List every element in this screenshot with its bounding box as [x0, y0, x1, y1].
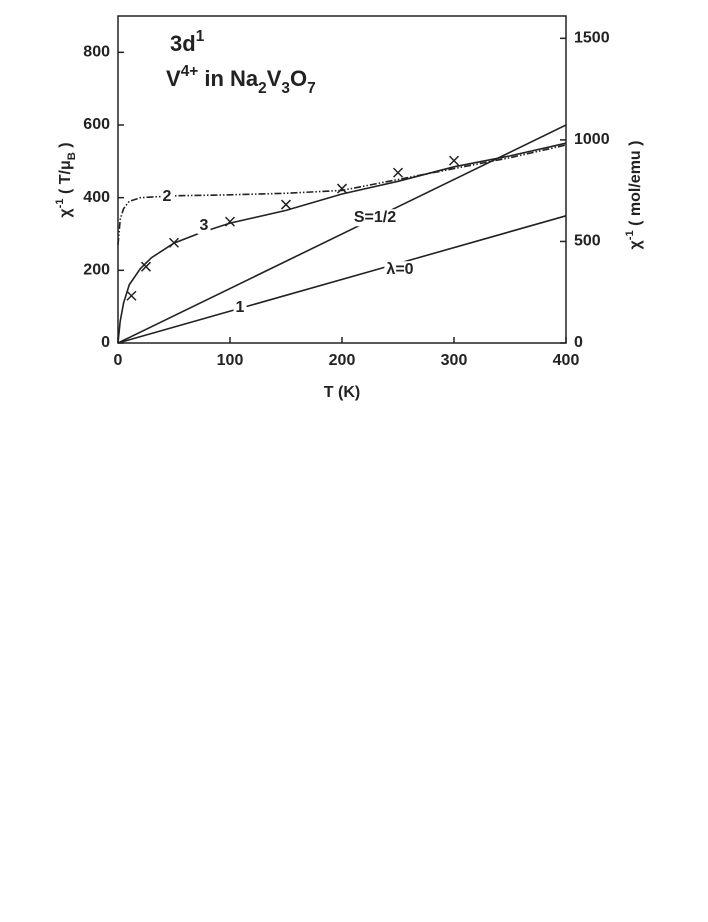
x-tick-label: 400 [553, 352, 580, 369]
y2-tick-label: 0 [574, 334, 583, 351]
data-point [336, 183, 348, 194]
text-part: 7 [307, 80, 316, 97]
rich-text: V4+ in Na2V3O7 [166, 63, 316, 97]
y-tick-label: 0 [101, 334, 110, 351]
text-part: -1 [54, 198, 66, 208]
rich-text: χ-1 ( T/μB ) [54, 142, 78, 217]
text-part: 4+ [181, 63, 199, 80]
text-part: in Na [198, 66, 259, 91]
y-tick-label: 200 [83, 262, 110, 279]
text-part: B [66, 152, 78, 160]
series-label: 2 [163, 188, 172, 205]
y-tick-label: 800 [83, 44, 110, 61]
data-point [448, 155, 460, 166]
y-tick-label: 600 [83, 116, 110, 133]
label-background [233, 299, 247, 317]
rich-text: χ-1 ( mol/emu ) [624, 141, 644, 250]
text-part: ) [57, 142, 74, 152]
data-point [224, 216, 236, 227]
series-label: 1 [236, 299, 245, 316]
x-tick-label: 0 [114, 352, 123, 369]
series-line [117, 144, 567, 245]
y2-tick-label: 1000 [574, 131, 610, 148]
text-part: χ [57, 208, 74, 218]
text-part: 1 [196, 28, 205, 45]
x-tick-label: 300 [441, 352, 468, 369]
text-part: ( mol/emu ) [627, 141, 644, 231]
label-background [197, 217, 211, 235]
text-part: O [290, 66, 307, 91]
data-point [140, 261, 152, 272]
y2-tick-label: 500 [574, 233, 601, 250]
rich-text: 3d1 [170, 28, 205, 56]
text-part: V [166, 66, 181, 91]
text-part: ( T/μ [57, 160, 74, 198]
data-point [126, 290, 137, 301]
data-point [168, 237, 180, 248]
x-tick-label: 200 [329, 352, 356, 369]
label-background [384, 261, 416, 279]
text-part: 3d [170, 31, 196, 56]
data-point [280, 199, 292, 210]
series-label: 3 [200, 217, 209, 234]
y2-tick-label: 1500 [574, 30, 610, 47]
text-part: 2 [258, 80, 267, 97]
text-part: 3 [281, 80, 290, 97]
annotation: λ=0 [386, 261, 413, 278]
series-label: S=1/2 [354, 209, 396, 226]
x-tick-label: 100 [217, 352, 244, 369]
text-part: χ [627, 239, 644, 249]
x-axis-label: T (K) [324, 384, 360, 401]
y-tick-label: 400 [83, 189, 110, 206]
text-part: -1 [624, 230, 636, 240]
label-background [160, 188, 174, 206]
series-line [117, 215, 567, 344]
series-line [117, 124, 567, 344]
text-part: V [267, 66, 282, 91]
data-point [392, 167, 404, 178]
label-background [351, 209, 399, 227]
